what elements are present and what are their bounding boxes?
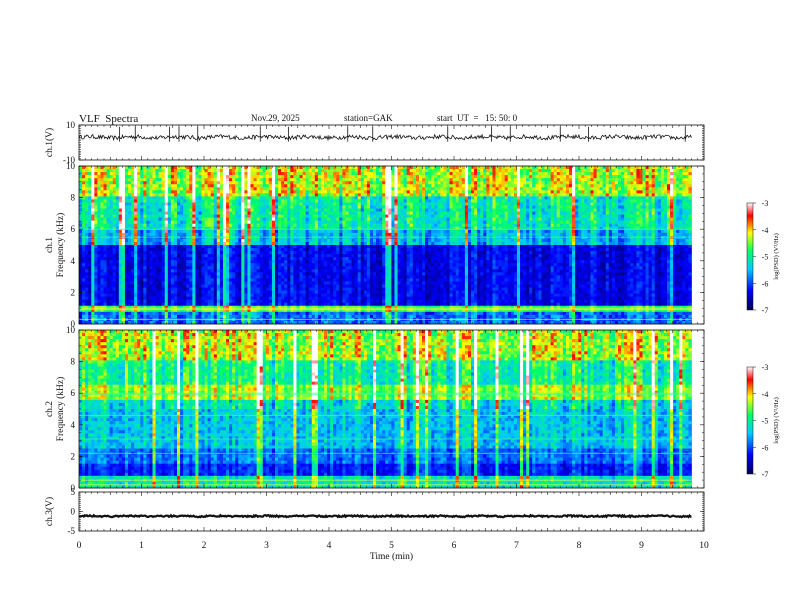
ch2-spec-ytick-8: 8 [71, 357, 76, 367]
ch1-wave-ylabel-0: ch.1(V) [44, 128, 55, 157]
x-tick-8: 8 [577, 541, 582, 551]
ch3-wave-ytick-0: 0 [71, 507, 76, 517]
x-tick-9: 9 [639, 541, 644, 551]
ch2-spec-ytick-2: 2 [71, 451, 76, 461]
colorbar-2-label: log(PSD) (V²/Hz) [773, 397, 780, 444]
ch3-waveform-frame [78, 491, 705, 532]
colorbar-2 [746, 366, 756, 475]
ch2-spec-ylabel-1: Frequency (kHz) [55, 377, 66, 442]
x-tick-2: 2 [202, 541, 207, 551]
x-tick-4: 4 [327, 541, 332, 551]
colorbar-1-tick--5: -5 [762, 253, 769, 262]
date-label: Nov.29, 2025 [251, 113, 300, 123]
ch1-spec-ytick-10: 10 [66, 161, 76, 171]
colorbar-1-tick--6: -6 [762, 279, 769, 288]
x-tick-10: 10 [699, 541, 709, 551]
start-time-label: start UT = 15: 50: 0 [437, 113, 517, 123]
colorbar-2-tick--6: -6 [762, 443, 769, 452]
ch1-spec-ylabel-1: Frequency (kHz) [55, 213, 66, 278]
colorbar-2-tick--4: -4 [762, 390, 769, 399]
ch2-spec-ytick-6: 6 [71, 388, 76, 398]
colorbar-2-tick--7: -7 [762, 470, 769, 479]
x-tick-3: 3 [264, 541, 269, 551]
ch1-spec-ytick-8: 8 [71, 193, 76, 203]
x-tick-1: 1 [139, 541, 144, 551]
colorbar-1-tick--3: -3 [762, 199, 769, 208]
chart-title: VLF Spectra [79, 113, 138, 125]
colorbar-1-tick--4: -4 [762, 226, 769, 235]
ch1-spec-ytick-2: 2 [71, 287, 76, 297]
colorbar-1-label: log(PSD) (V²/Hz) [773, 233, 780, 280]
x-tick-7: 7 [514, 541, 519, 551]
ch1-wave-ytick-10: 10 [66, 120, 76, 130]
colorbar-1-tick--7: -7 [762, 306, 769, 315]
ch3-wave-ytick-5: 5 [71, 487, 76, 497]
ch2-spec-ytick-4: 4 [71, 420, 76, 430]
ch3-wave-ytick--5: -5 [68, 526, 76, 536]
ch2-spec-ytick-10: 10 [66, 325, 76, 335]
ch1-wave-ytick--10: -10 [63, 155, 75, 165]
colorbar-2-tick--3: -3 [762, 363, 769, 372]
ch3-waveform-line [78, 513, 692, 519]
ch1-spec-ytick-6: 6 [71, 224, 76, 234]
ch1-spectrogram-image [79, 166, 692, 325]
ch1-spec-ylabel-0: ch.1 [45, 237, 55, 253]
ch1-spec-ytick-4: 4 [71, 256, 76, 266]
ch2-spec-ylabel-0: ch.2 [45, 401, 55, 417]
colorbar-1 [746, 202, 756, 311]
x-tick-0: 0 [77, 541, 82, 551]
ch2-spectrogram-image [79, 330, 692, 489]
colorbar-2-tick--5: -5 [762, 417, 769, 426]
ch3-wave-ylabel-0: ch.3(V) [44, 497, 55, 526]
x-tick-6: 6 [452, 541, 457, 551]
x-tick-5: 5 [389, 541, 394, 551]
ch1-waveform-line [78, 133, 692, 142]
x-axis-label: Time (min) [370, 551, 413, 562]
ch1-spec-ytick-0: 0 [71, 319, 76, 329]
ch2-spec-ytick-0: 0 [71, 483, 76, 493]
station-label: station=GAK [344, 113, 393, 123]
